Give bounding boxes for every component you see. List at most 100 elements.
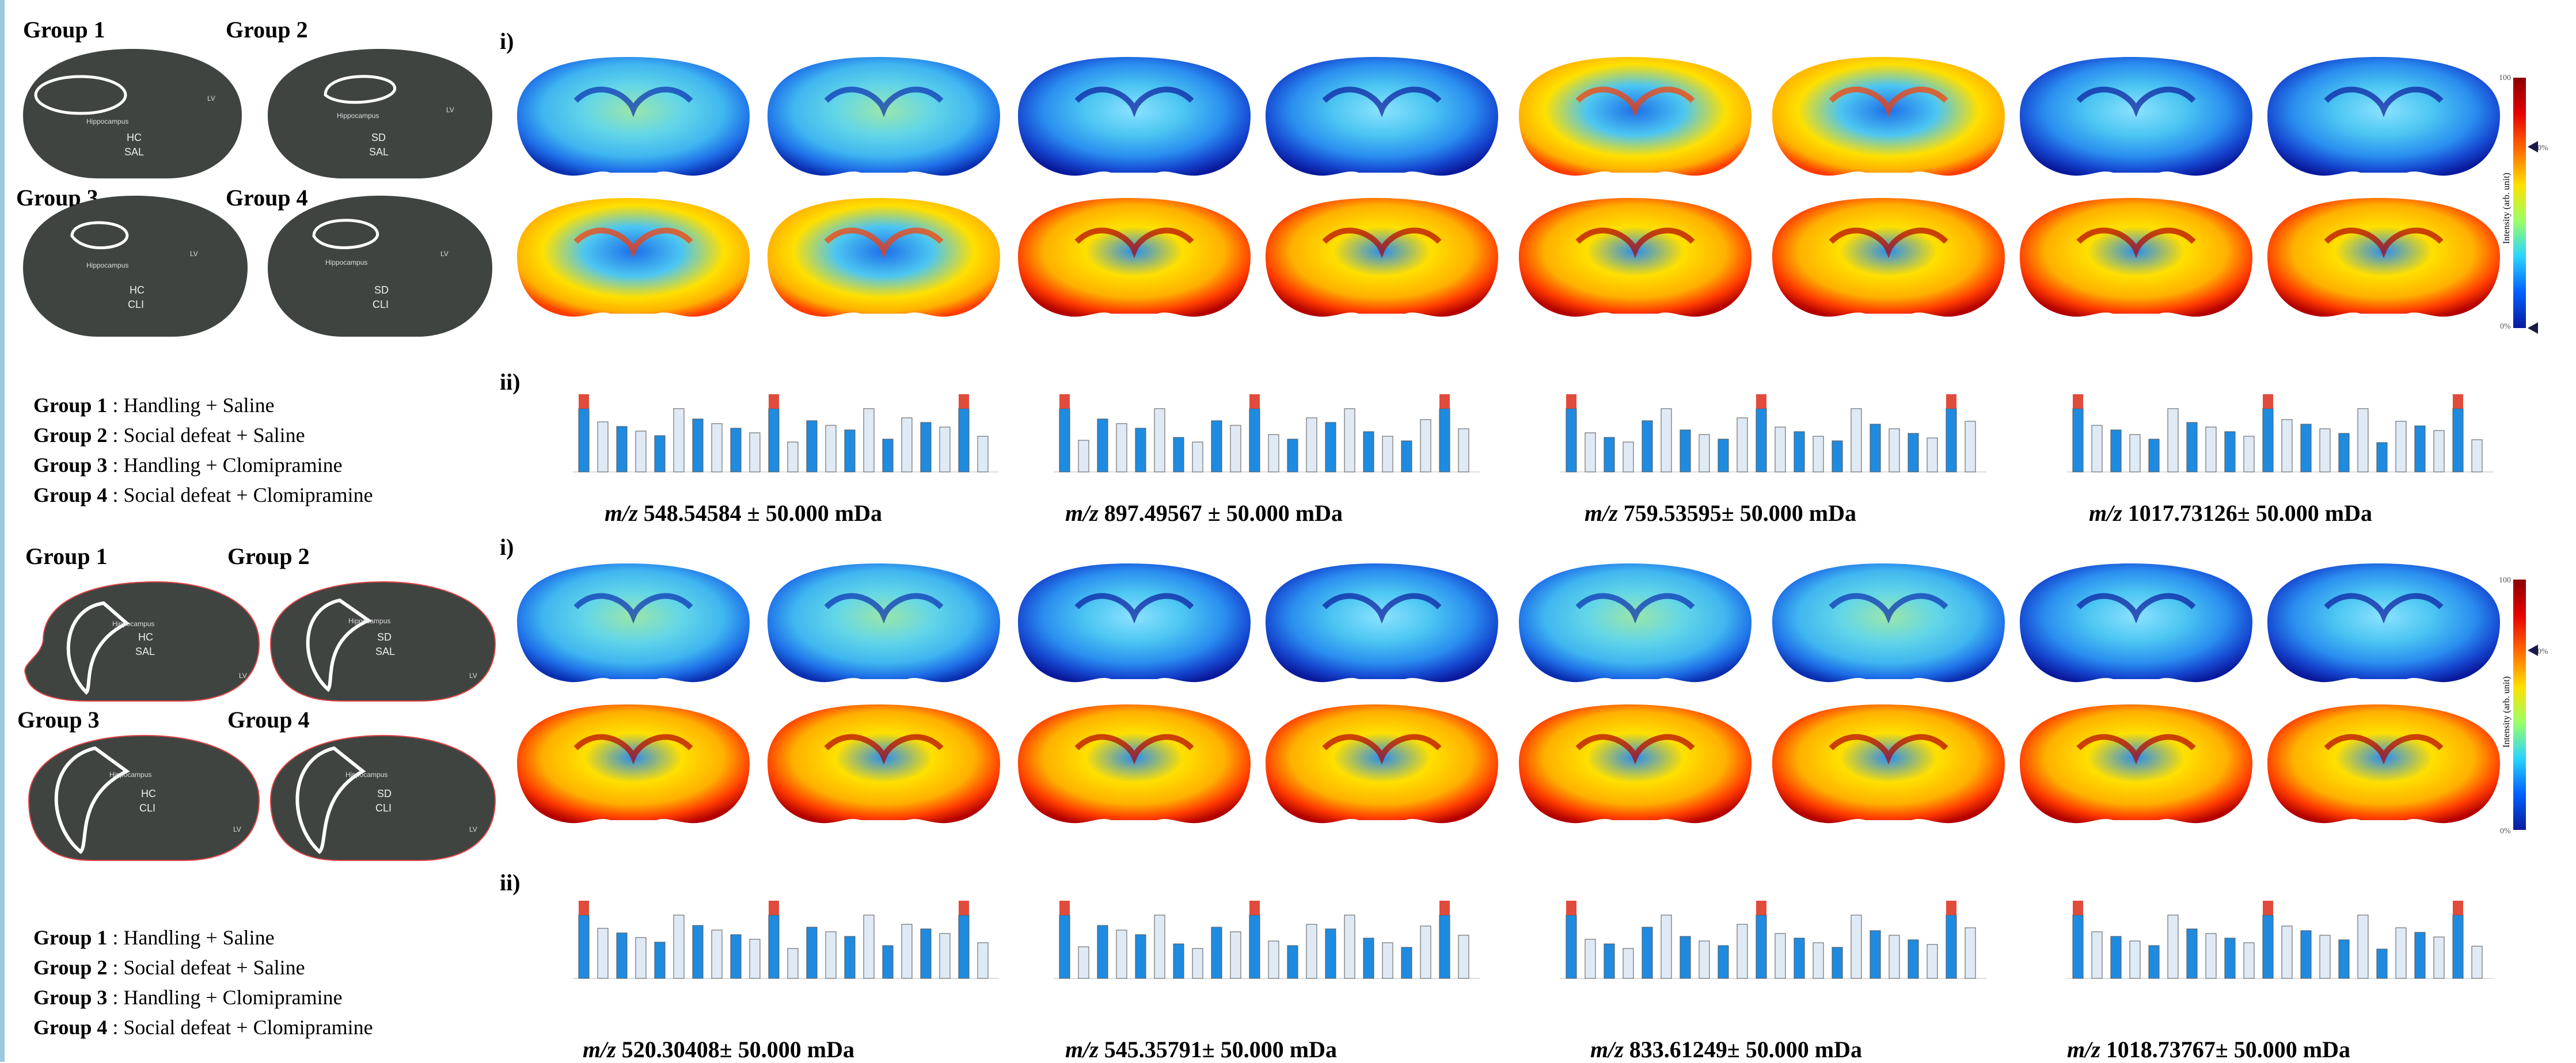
bottom-g1-code1: HC	[138, 631, 153, 643]
top-boxplot-4	[2067, 394, 2493, 473]
bottom-legend-row-3: Group 3 : Handling + Clomipramine	[33, 986, 343, 1009]
bottom-heatmap-row2-4	[1266, 704, 1498, 824]
bottom-mz-caption-3: m/z 833.61249± 50.000 mDa	[1590, 1037, 1862, 1062]
top-panel-ii-label: ii)	[500, 369, 520, 395]
top-optical-slice-group2: Hippocampus LV SD SAL	[268, 49, 492, 178]
bottom-legend-row-4: Group 4 : Social defeat + Clomipramine	[33, 1016, 373, 1039]
bottom-panel-i-label: i)	[500, 534, 514, 560]
bottom-group3-label: Group 3	[17, 707, 100, 733]
bottom-boxplot-3	[1560, 901, 1986, 979]
bottom-scale-min: 0%	[2500, 827, 2511, 836]
top-heatmap-row1-1	[517, 57, 750, 176]
top-heatmap-row1-5	[1519, 57, 1751, 176]
bottom-boxplot-1	[573, 901, 999, 979]
bottom-heatmap-row1-6	[1772, 563, 2005, 683]
top-heatmap-row2-5	[1519, 198, 1751, 317]
bottom-panel-ii-label: ii)	[500, 870, 520, 896]
top-heatmap-row1-6	[1772, 57, 2005, 176]
bottom-g3-code2: CLI	[139, 802, 155, 814]
top-scale-marker-low-icon	[2528, 322, 2538, 334]
top-g4-code1: SD	[374, 284, 389, 296]
bottom-heatmap-row1-4	[1266, 563, 1498, 683]
bottom-heatmap-row2-5	[1519, 704, 1751, 824]
top-mz-caption-1: m/z 548.54584 ± 50.000 mDa	[605, 500, 882, 526]
top-g3-code1: HC	[130, 284, 145, 296]
top-heatmap-row1-7	[2020, 57, 2252, 176]
bottom-heatmap-row2-7	[2020, 704, 2252, 824]
bottom-g3-code1: HC	[141, 788, 156, 799]
top-scale-min: 0%	[2500, 322, 2511, 331]
top-g3-code2: CLI	[128, 299, 144, 310]
bottom-group-legend: Group 1 : Handling + Saline Group 2 : So…	[33, 923, 373, 1042]
top-g1-code2: SAL	[124, 146, 144, 158]
top-color-scale-bar	[2513, 78, 2526, 328]
top-scale-max: 100	[2499, 74, 2511, 82]
bottom-g2-lv: LV	[469, 672, 477, 680]
top-group-legend: Group 1 : Handling + Saline Group 2 : So…	[33, 390, 373, 510]
top-heatmap-row1-4	[1266, 57, 1498, 176]
bottom-boxplot-4	[2067, 901, 2493, 979]
top-g4-code2: CLI	[373, 299, 389, 310]
bottom-g1-code2: SAL	[135, 646, 155, 657]
top-legend-row-1: Group 1 : Handling + Saline	[33, 394, 275, 417]
top-heatmap-row2-8	[2267, 198, 2500, 317]
bottom-scale-marker-icon	[2528, 645, 2538, 656]
bottom-optical-slice-group3: Hippocampus LV HC CLI	[28, 734, 260, 861]
top-g4-lv: LV	[440, 250, 449, 258]
top-heatmap-row2-3	[1018, 198, 1251, 317]
top-g4-hippocampus: Hippocampus	[325, 258, 367, 266]
bottom-heatmap-row1-7	[2020, 563, 2252, 683]
bottom-mz-caption-4: m/z 1018.73767± 50.000 mDa	[2067, 1037, 2350, 1062]
bottom-g1-lv: LV	[239, 672, 247, 680]
top-heatmap-row1-2	[768, 57, 1000, 176]
bottom-figure: Group 1 Group 2 Group 3 Group 4 Hippocam…	[0, 532, 2576, 1062]
top-mz-caption-2: m/z 897.49567 ± 50.000 mDa	[1065, 500, 1343, 526]
top-g1-hippocampus: Hippocampus	[86, 117, 128, 125]
top-g1-lv: LV	[207, 94, 215, 102]
top-figure: Group 1 Group 2 Group 3 Group 4 Hippocam…	[0, 0, 2576, 529]
top-g2-hippocampus: Hippocampus	[337, 112, 379, 120]
bottom-boxplot-2	[1054, 901, 1480, 979]
bottom-mz-caption-1: m/z 520.30408± 50.000 mDa	[583, 1037, 854, 1062]
top-group1-label: Group 1	[23, 17, 105, 43]
bottom-g3-hippocampus: Hippocampus	[109, 771, 151, 779]
top-g3-lv: LV	[190, 250, 198, 258]
top-legend-row-2: Group 2 : Social defeat + Saline	[33, 424, 305, 447]
bottom-scale-axis-label: Intensity (arb. unit)	[2502, 676, 2512, 748]
bottom-heatmap-row2-6	[1772, 704, 2005, 824]
bottom-g4-lv: LV	[469, 825, 477, 833]
top-heatmap-row1-8	[2267, 57, 2500, 176]
bottom-legend-row-1: Group 1 : Handling + Saline	[33, 926, 275, 949]
top-optical-slice-group3: Hippocampus LV HC CLI	[23, 196, 248, 337]
top-mz-caption-3: m/z 759.53595± 50.000 mDa	[1585, 500, 1856, 526]
top-heatmap-row1-3	[1018, 57, 1251, 176]
top-boxplot-3	[1560, 394, 1986, 473]
bottom-optical-slice-group2: Hippocampus LV SD SAL	[269, 581, 496, 702]
top-mz-caption-4: m/z 1017.73126± 50.000 mDa	[2089, 500, 2372, 526]
bottom-g4-code1: SD	[377, 788, 392, 799]
top-heatmap-row2-4	[1266, 198, 1498, 317]
top-g1-code1: HC	[127, 132, 142, 143]
top-heatmap-row2-6	[1772, 198, 2005, 317]
bottom-heatmap-row1-8	[2267, 563, 2500, 683]
bottom-heatmap-row1-3	[1018, 563, 1251, 683]
bottom-g2-code1: SD	[377, 631, 392, 643]
bottom-heatmap-row2-2	[768, 704, 1000, 824]
bottom-scale-max: 100	[2499, 576, 2511, 585]
bottom-heatmap-row1-1	[517, 563, 750, 683]
top-panel-i-label: i)	[500, 28, 514, 54]
top-optical-slice-group4: Hippocampus LV SD CLI	[268, 196, 492, 337]
top-boxplot-2	[1054, 394, 1480, 473]
top-legend-row-3: Group 3 : Handling + Clomipramine	[33, 454, 343, 477]
bottom-heatmap-row1-5	[1519, 563, 1751, 683]
top-group4-label: Group 4	[226, 185, 308, 211]
top-g2-lv: LV	[446, 106, 454, 114]
top-optical-slice-group1: Hippocampus LV HC SAL	[23, 49, 242, 178]
top-boxplot-1	[573, 394, 999, 473]
top-heatmap-row2-1	[517, 198, 750, 317]
bottom-g4-code2: CLI	[375, 802, 392, 814]
bottom-g3-lv: LV	[233, 825, 241, 833]
left-accent-bar	[0, 0, 5, 1062]
bottom-optical-slice-group4: Hippocampus LV SD CLI	[269, 734, 496, 861]
bottom-group4-label: Group 4	[227, 707, 310, 733]
